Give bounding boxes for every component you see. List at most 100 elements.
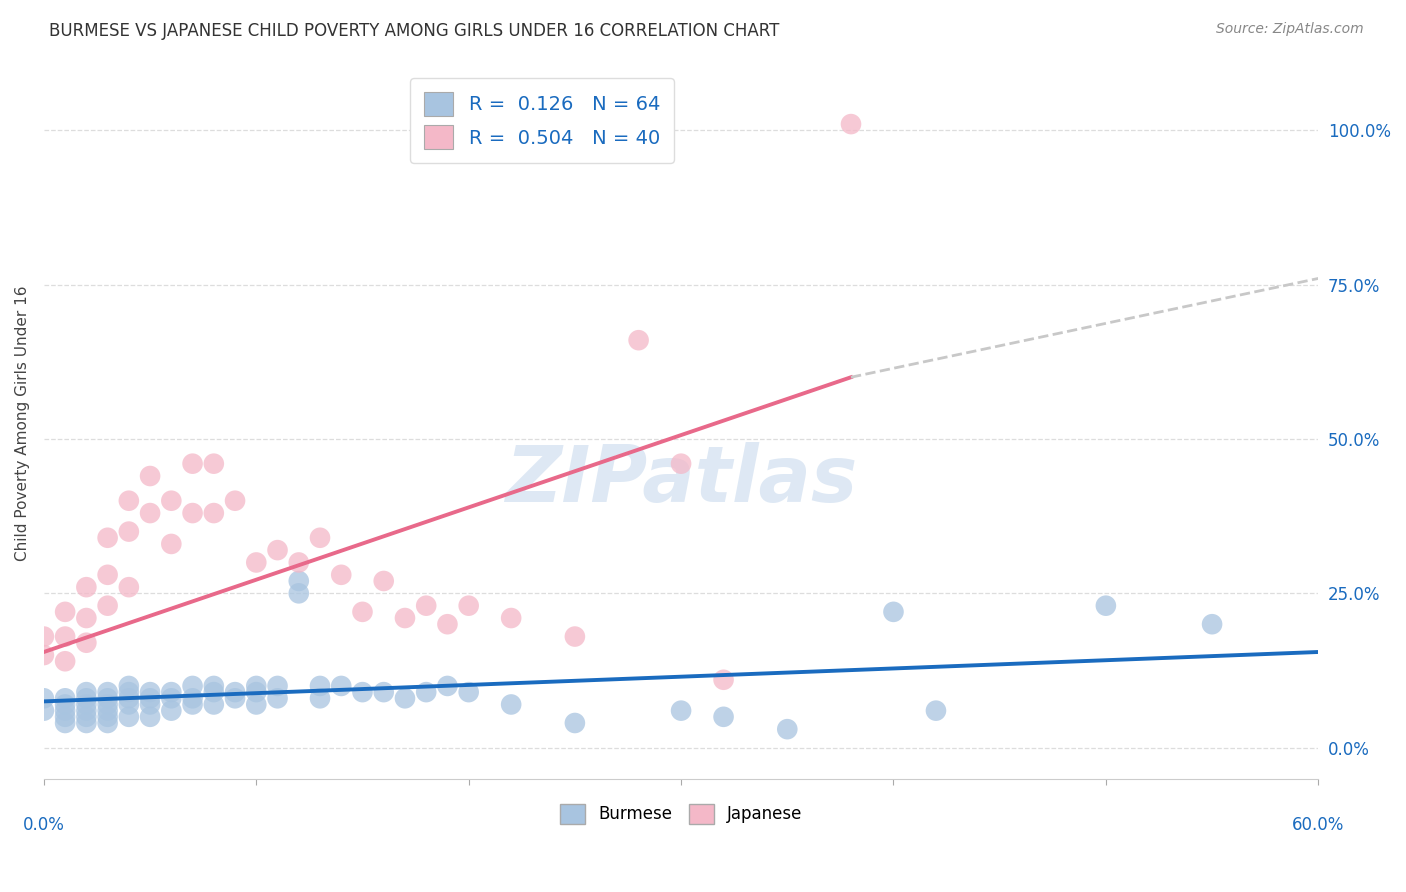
Point: [160, 537, 183, 551]
Point: [245, 679, 267, 693]
Point: [75, 710, 97, 724]
Point: [501, 698, 523, 712]
Point: [139, 469, 162, 483]
Point: [330, 679, 353, 693]
Point: [266, 679, 288, 693]
Point: [713, 673, 735, 687]
Point: [160, 704, 183, 718]
Point: [97, 567, 120, 582]
Point: [139, 691, 162, 706]
Point: [75, 636, 97, 650]
Point: [53, 716, 76, 731]
Point: [287, 586, 309, 600]
Text: 0.0%: 0.0%: [22, 815, 65, 834]
Point: [627, 333, 650, 347]
Point: [160, 691, 183, 706]
Point: [160, 685, 183, 699]
Point: [139, 698, 162, 712]
Point: [75, 691, 97, 706]
Point: [224, 691, 246, 706]
Point: [245, 698, 267, 712]
Point: [202, 679, 225, 693]
Point: [224, 685, 246, 699]
Point: [75, 716, 97, 731]
Point: [97, 716, 120, 731]
Point: [394, 611, 416, 625]
Point: [75, 704, 97, 718]
Point: [118, 691, 141, 706]
Point: [373, 685, 395, 699]
Point: [352, 605, 374, 619]
Legend: Burmese, Japanese: Burmese, Japanese: [553, 797, 808, 830]
Point: [53, 704, 76, 718]
Point: [202, 698, 225, 712]
Point: [139, 710, 162, 724]
Point: [75, 580, 97, 594]
Point: [309, 531, 332, 545]
Point: [436, 679, 458, 693]
Point: [118, 679, 141, 693]
Point: [457, 685, 479, 699]
Point: [181, 457, 204, 471]
Point: [309, 679, 332, 693]
Point: [97, 531, 120, 545]
Point: [118, 493, 141, 508]
Point: [330, 567, 353, 582]
Point: [436, 617, 458, 632]
Point: [118, 710, 141, 724]
Point: [776, 722, 799, 736]
Point: [160, 493, 183, 508]
Point: [287, 556, 309, 570]
Point: [245, 556, 267, 570]
Point: [1095, 599, 1118, 613]
Point: [139, 685, 162, 699]
Point: [97, 704, 120, 718]
Point: [373, 574, 395, 588]
Point: [309, 691, 332, 706]
Point: [32, 630, 55, 644]
Text: 60.0%: 60.0%: [1292, 815, 1344, 834]
Y-axis label: Child Poverty Among Girls Under 16: Child Poverty Among Girls Under 16: [15, 285, 30, 561]
Point: [97, 599, 120, 613]
Point: [32, 704, 55, 718]
Point: [266, 691, 288, 706]
Text: Source: ZipAtlas.com: Source: ZipAtlas.com: [1216, 22, 1364, 37]
Point: [457, 599, 479, 613]
Point: [501, 611, 523, 625]
Point: [53, 691, 76, 706]
Point: [1201, 617, 1223, 632]
Point: [32, 691, 55, 706]
Point: [97, 710, 120, 724]
Text: ZIPatlas: ZIPatlas: [505, 442, 858, 518]
Point: [202, 506, 225, 520]
Point: [925, 704, 948, 718]
Point: [713, 710, 735, 724]
Point: [118, 580, 141, 594]
Point: [245, 685, 267, 699]
Point: [839, 117, 862, 131]
Point: [669, 457, 692, 471]
Point: [202, 685, 225, 699]
Point: [139, 506, 162, 520]
Point: [415, 685, 437, 699]
Point: [32, 648, 55, 662]
Point: [181, 679, 204, 693]
Point: [53, 654, 76, 668]
Point: [97, 698, 120, 712]
Point: [75, 611, 97, 625]
Point: [118, 685, 141, 699]
Point: [266, 543, 288, 558]
Point: [287, 574, 309, 588]
Point: [415, 599, 437, 613]
Point: [53, 630, 76, 644]
Point: [181, 698, 204, 712]
Point: [75, 698, 97, 712]
Point: [564, 630, 586, 644]
Point: [118, 698, 141, 712]
Point: [181, 506, 204, 520]
Point: [181, 691, 204, 706]
Point: [394, 691, 416, 706]
Text: BURMESE VS JAPANESE CHILD POVERTY AMONG GIRLS UNDER 16 CORRELATION CHART: BURMESE VS JAPANESE CHILD POVERTY AMONG …: [49, 22, 779, 40]
Point: [53, 605, 76, 619]
Point: [97, 691, 120, 706]
